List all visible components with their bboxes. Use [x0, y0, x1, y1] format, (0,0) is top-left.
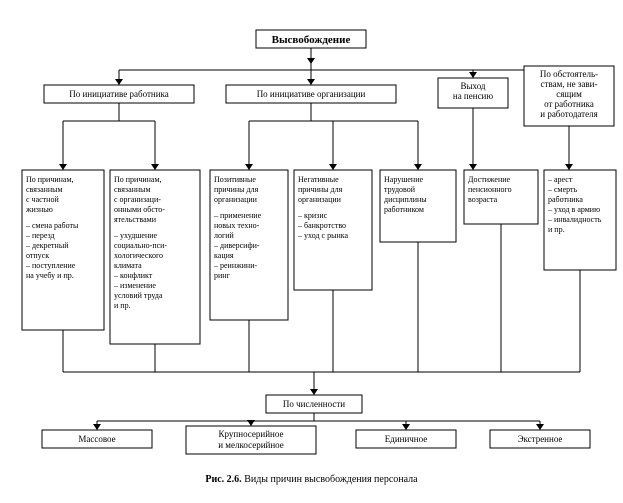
label: новых техно-: [214, 221, 260, 230]
label: возраста: [468, 195, 498, 204]
label: связанным: [114, 185, 151, 194]
label: на учебу и пр.: [26, 271, 74, 280]
label: ствам, не зави-: [541, 79, 598, 89]
label: Экстренное: [518, 434, 563, 444]
label: с организаци-: [114, 195, 161, 204]
label: от работника: [544, 99, 594, 109]
label: связанным: [26, 185, 63, 194]
label: – инвалидность: [547, 215, 602, 224]
label: – уход в армию: [547, 205, 600, 214]
label: с частной: [26, 195, 59, 204]
label: организации: [214, 195, 258, 204]
label: жизнью: [25, 205, 53, 214]
label: – применение: [213, 211, 262, 220]
label: – уход с рынка: [297, 231, 349, 240]
label: – смена работы: [25, 221, 79, 230]
label: – декретный: [25, 241, 69, 250]
label: – смерть: [547, 185, 578, 194]
label: – перезд: [25, 231, 55, 240]
label: – диверсифи-: [213, 241, 260, 250]
label: организации: [298, 195, 342, 204]
label: Единичное: [385, 434, 427, 444]
label: сящим: [556, 89, 582, 99]
label: – кризис: [297, 211, 328, 220]
label: – конфликт: [113, 271, 153, 280]
label: По обстоятель-: [540, 69, 598, 79]
label: климата: [114, 261, 142, 270]
label: – ухудшение: [113, 231, 158, 240]
label: и пр.: [548, 225, 565, 234]
label: ятельствами: [114, 215, 157, 224]
label: Крупносерийное: [219, 429, 284, 439]
label: – изменение: [113, 281, 156, 290]
label: и пр.: [114, 301, 131, 310]
label: отпуск: [26, 251, 49, 260]
label: По причинам,: [114, 175, 162, 184]
label: кация: [214, 251, 234, 260]
label: причины для: [298, 185, 343, 194]
label: Массовое: [78, 434, 115, 444]
label: условий труда: [114, 291, 163, 300]
label: По инициативе организации: [257, 89, 366, 99]
label: и работодателя: [540, 109, 597, 119]
label: причины для: [214, 185, 259, 194]
label: дисциплины: [384, 195, 427, 204]
label: на пенсию: [453, 91, 493, 101]
label: – реинжини-: [213, 261, 257, 270]
label: По инициативе работника: [69, 89, 169, 99]
label: работника: [548, 195, 583, 204]
root-label: Высвобождение: [272, 34, 351, 46]
label: пенсионного: [468, 185, 512, 194]
label: ринг: [214, 271, 231, 280]
label: Негативные: [298, 175, 339, 184]
caption: Рис. 2.6. Виды причин высвобождения перс…: [205, 474, 418, 485]
label: – арест: [547, 175, 573, 184]
label: Позитивные: [214, 175, 256, 184]
label: По численности: [283, 399, 345, 409]
label: социально-пси-: [114, 241, 167, 250]
label: Достижение: [468, 175, 511, 184]
label: трудовой: [384, 185, 416, 194]
label: хологического: [114, 251, 163, 260]
label: работником: [384, 205, 424, 214]
l2-box: [22, 170, 104, 330]
label: По причинам,: [26, 175, 74, 184]
label: и мелкосерийное: [218, 440, 284, 450]
label: Нарушение: [384, 175, 423, 184]
label: логий: [214, 231, 235, 240]
label: – поступление: [25, 261, 76, 270]
label: онными обсто-: [114, 205, 165, 214]
label: – банкротство: [297, 221, 346, 230]
label: Выход: [460, 81, 485, 91]
